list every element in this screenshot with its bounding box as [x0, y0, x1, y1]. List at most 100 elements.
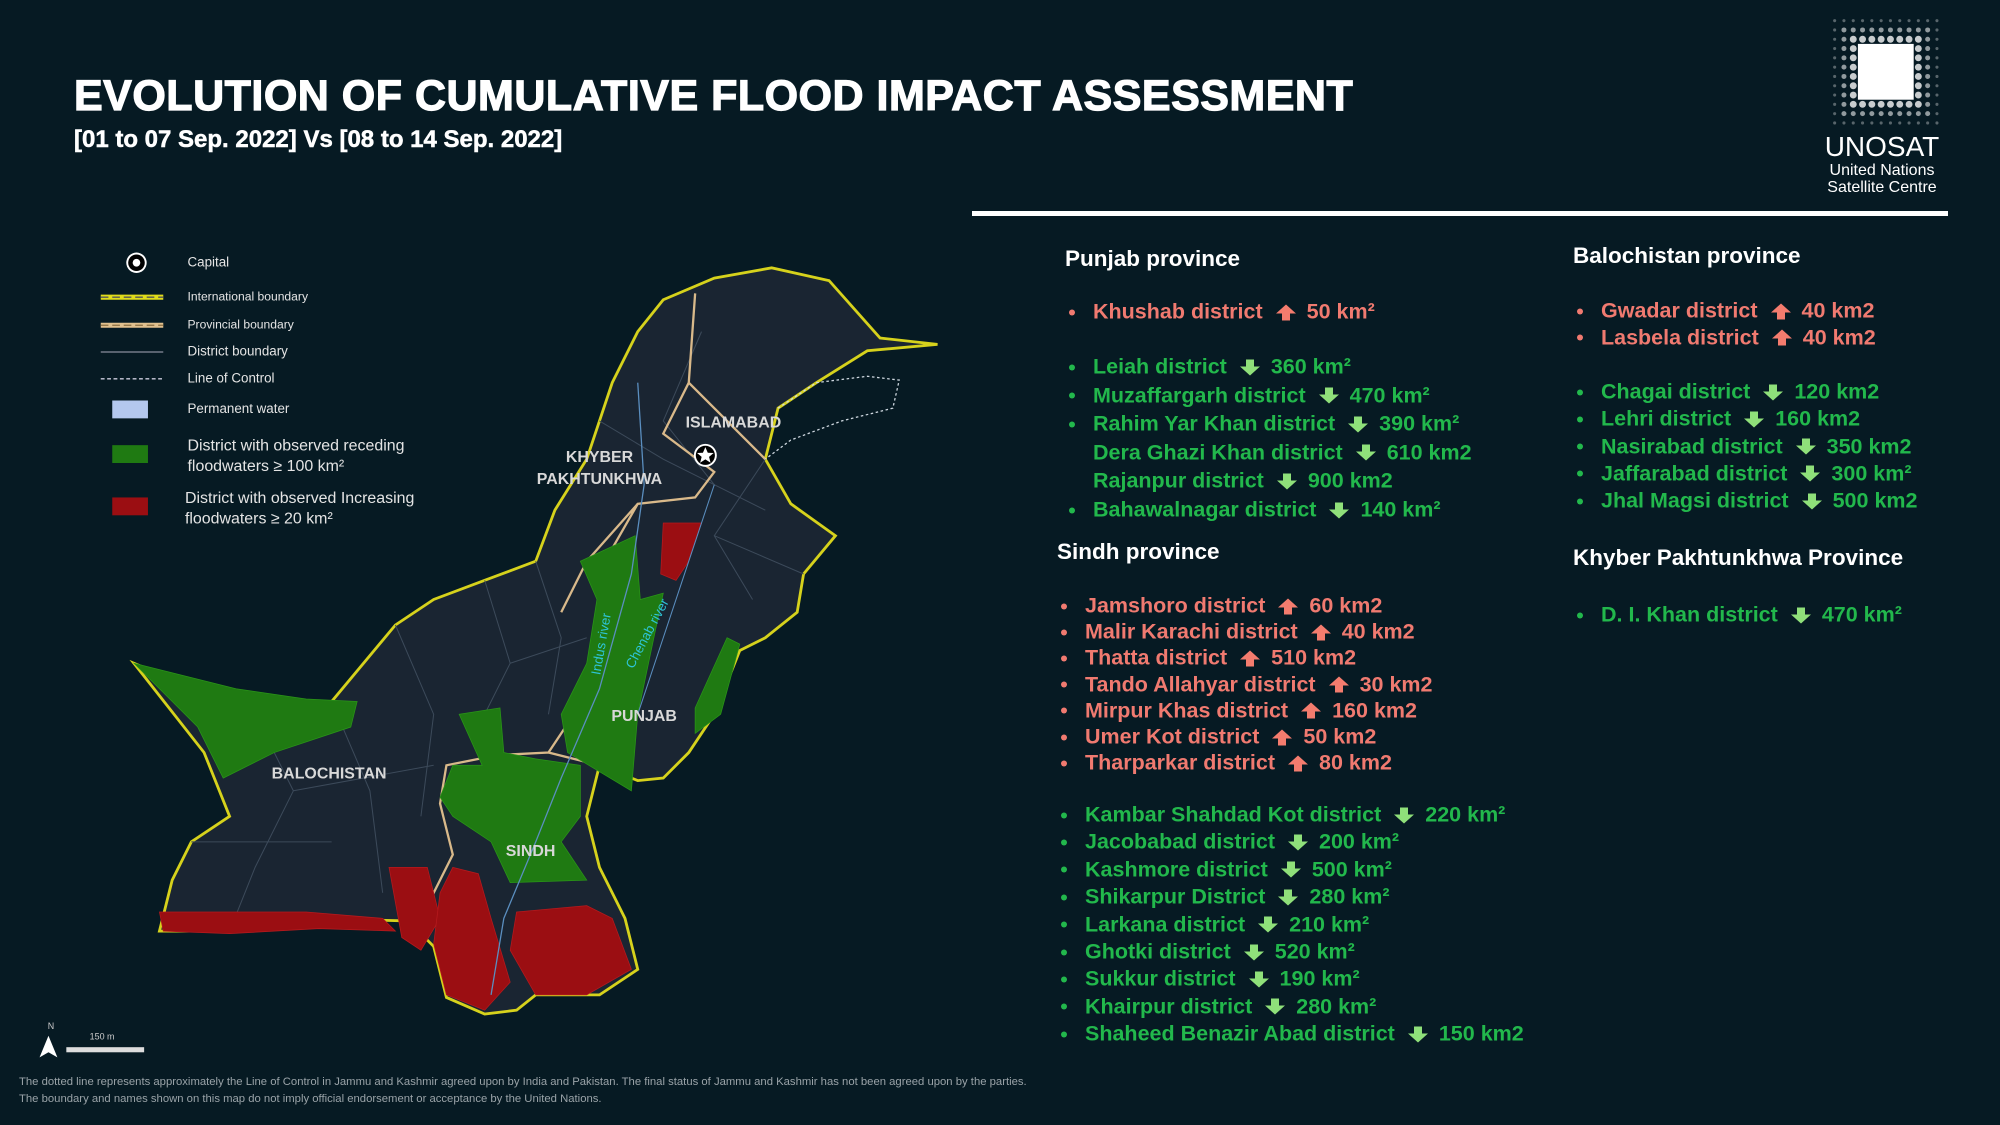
district-area: 280 km² [1296, 994, 1377, 1019]
trend-arrow [1800, 465, 1821, 482]
logo-dot [1841, 101, 1847, 107]
logo-dot [1879, 121, 1883, 125]
trend-arrow-shape [1795, 438, 1816, 455]
trend-arrow-shape [1301, 702, 1322, 719]
logo-dot [1842, 121, 1846, 125]
trend-arrow [1770, 303, 1791, 319]
bullet [1577, 389, 1583, 395]
logo-dot [1842, 19, 1846, 23]
trend-arrow [1763, 384, 1784, 400]
logo-dot [1861, 19, 1865, 23]
logo-dot [1926, 19, 1930, 23]
logo-dot [1841, 36, 1847, 42]
logo-dot [1915, 111, 1921, 117]
trend-arrow [1318, 387, 1339, 404]
trend-arrow-shape [1258, 916, 1279, 933]
district-area: 510 km2 [1271, 645, 1357, 670]
district-item: Kashmore district 500 km² [1061, 857, 1392, 882]
district-area: 610 km2 [1386, 440, 1472, 465]
logo-dot [1906, 27, 1912, 33]
logo-dot [1857, 43, 1914, 100]
logo-line: Satellite Centre [1827, 179, 1937, 196]
trend-arrow [1272, 729, 1293, 745]
bullet [1061, 976, 1067, 983]
footnote: The dotted line represents approximately… [19, 1076, 1027, 1088]
district-name: Chagai district [1601, 379, 1751, 404]
legend-label: District with observed receding [187, 438, 404, 455]
district-name: Bahawalnagar district [1093, 497, 1317, 522]
logo-dot [1859, 35, 1867, 43]
logo-dot [1849, 35, 1857, 43]
capital-marker [697, 447, 714, 463]
district-name: Jhal Magsi district [1601, 488, 1789, 513]
divider [972, 211, 1948, 216]
district-name: Leiah district [1093, 354, 1227, 379]
bullet [1061, 734, 1067, 740]
map-label: SINDH [506, 843, 556, 860]
district-name: Muzaffargarh district [1093, 383, 1306, 408]
district-item: Tando Allahyar district 30 km2 [1061, 672, 1433, 697]
district-name: Shaheed Benazir Abad district [1085, 1021, 1395, 1046]
logo-dot [1925, 101, 1931, 107]
logo-dot [1841, 27, 1847, 33]
trend-arrow [1355, 444, 1376, 461]
logo-dot [1897, 111, 1903, 117]
trend-arrow [1248, 971, 1269, 988]
logo-dot [1914, 63, 1922, 71]
logo-dot [1841, 46, 1847, 52]
bullet [1069, 507, 1075, 513]
logo-dot [1925, 92, 1931, 98]
district-name: Malir Karachi district [1085, 619, 1298, 644]
logo-dot [1833, 121, 1837, 125]
logo-dot [1935, 19, 1939, 23]
logo-dot [1877, 100, 1885, 108]
district-item: Gwadar district 40 km2 [1577, 299, 1874, 324]
logo-dot [1925, 46, 1931, 52]
logo-dot [1849, 100, 1857, 108]
line-of-control [764, 375, 901, 460]
district-item: Lehri district 160 km2 [1577, 407, 1860, 432]
trend-arrow [1328, 676, 1349, 693]
logo-dot [1841, 73, 1847, 79]
logo-dot [1841, 92, 1847, 98]
district-name: Umer Kot district [1085, 724, 1260, 749]
receding-districts [132, 535, 741, 884]
district-area: 390 km² [1379, 411, 1460, 436]
district-name: Nasirabad district [1601, 434, 1783, 459]
district-item: Mirpur Khas district 160 km2 [1061, 698, 1417, 723]
subtitle: [01 to 07 Sep. 2022] Vs [08 to 14 Sep. 2… [74, 126, 563, 154]
logo-dot [1925, 64, 1931, 70]
logo-dot [1916, 19, 1920, 23]
logo-dot [1833, 84, 1837, 88]
logo-dot [1925, 73, 1931, 79]
logo-dot [1833, 19, 1837, 23]
district-area: 280 km² [1309, 884, 1390, 909]
logo-dot [1935, 65, 1939, 69]
district-name: Jacobabad district [1085, 829, 1275, 854]
map-label: PUNJAB [611, 708, 677, 725]
bullet [1577, 498, 1583, 505]
trend-arrow-shape [1348, 416, 1369, 433]
district-item: Shaheed Benazir Abad district 150 km2 [1061, 1021, 1524, 1047]
logo-dot [1898, 19, 1902, 23]
trend-arrow-shape [1744, 411, 1765, 428]
logo-dot [1849, 91, 1857, 99]
bullet [1069, 364, 1075, 370]
district-area: 470 km² [1821, 602, 1902, 627]
logo-dot [1849, 63, 1857, 71]
bullet [1577, 470, 1583, 477]
district-area: 470 km² [1349, 383, 1430, 408]
district-area: 350 km2 [1826, 434, 1912, 459]
logo-dot [1833, 93, 1837, 97]
logo-line: United Nations [1829, 162, 1935, 179]
district-item: Jhal Magsi district 500 km2 [1577, 488, 1917, 514]
trend-arrow-shape [1355, 444, 1376, 461]
logo-dot [1851, 19, 1855, 23]
logo-dot [1878, 111, 1884, 117]
map-label: PAKHTUNKHWA [537, 471, 663, 488]
district-name: Ghotki district [1085, 939, 1231, 964]
trend-arrow [1239, 359, 1260, 375]
map: ISLAMABAD KHYBER PAKHTUNKHWA PUNJAB BALOCHIS… [39, 252, 938, 1058]
trend-arrow [1301, 702, 1322, 719]
